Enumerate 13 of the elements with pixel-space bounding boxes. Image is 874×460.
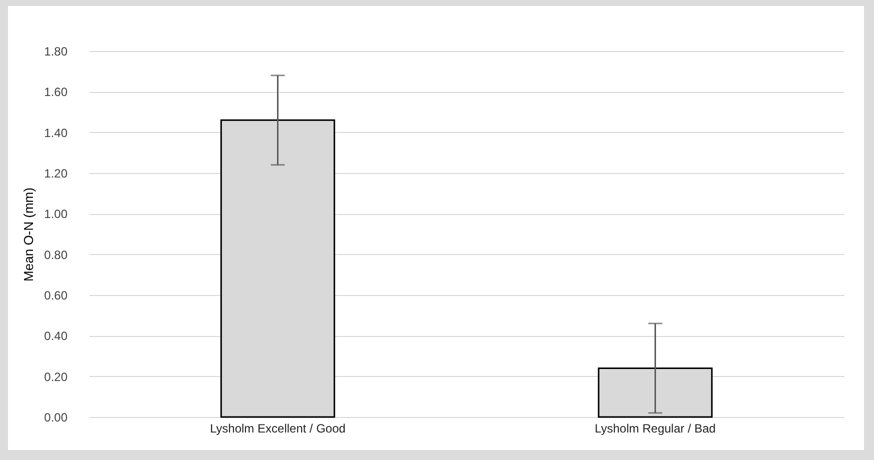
x-tick-label: Lysholm Regular / Bad xyxy=(594,422,716,436)
y-tick-label: 0.40 xyxy=(44,329,68,344)
y-axis-title: Mean O-N (mm) xyxy=(21,188,36,282)
y-tick-label: 1.20 xyxy=(44,166,68,180)
y-tick-label: 1.40 xyxy=(44,126,68,140)
x-tick-label: Lysholm Excellent / Good xyxy=(210,422,346,436)
y-tick-label: 0.20 xyxy=(44,370,68,384)
y-tick-label: 0.00 xyxy=(44,410,68,424)
y-tick-label: 0.60 xyxy=(44,288,68,302)
y-tick-label: 1.80 xyxy=(44,44,68,58)
y-tick-label: 0.80 xyxy=(44,248,68,262)
y-tick-label: 1.00 xyxy=(44,207,68,222)
y-tick-label: 1.60 xyxy=(44,85,68,100)
